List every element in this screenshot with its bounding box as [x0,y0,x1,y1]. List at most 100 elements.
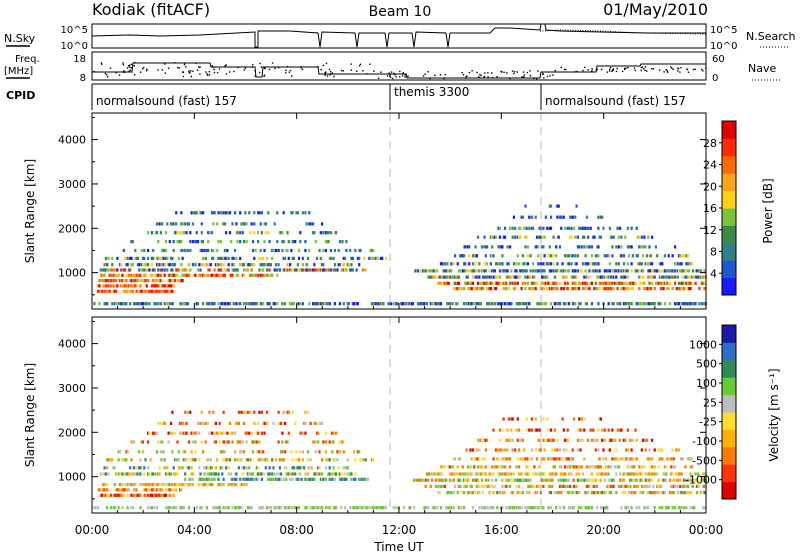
echo-cell [483,275,486,279]
echo-cell [245,483,248,487]
echo-cell [494,235,498,239]
echo-cell [556,438,559,442]
echo-cell [113,493,116,497]
echo-cell [309,421,312,425]
echo-cell [384,506,388,510]
echo-cell [558,245,562,249]
echo-cell [626,484,629,488]
echo-cell [643,465,646,469]
echo-cell [266,458,269,462]
echo-cell [640,484,643,488]
echo-cell [328,302,331,306]
echo-cell [267,231,270,235]
echo-cell [558,215,562,219]
echo-cell [337,248,340,253]
echo-cell [211,431,214,435]
echo-cell [699,269,702,273]
echo-cell [144,289,147,293]
echo-cell [132,466,136,470]
colorbar-tick-label: 28 [703,137,717,150]
echo-cell [131,289,134,293]
echo-cell [126,472,129,476]
echo-cell [466,281,469,285]
nave-point [633,67,636,69]
echo-cell [592,491,595,495]
echo-cell [648,245,651,249]
echo-cell [564,281,567,285]
echo-cell [368,256,371,260]
echo-cell [235,302,238,306]
nave-point [329,70,332,73]
echo-cell [186,483,189,487]
echo-cell [494,281,498,285]
echo-cell [342,477,345,481]
colorbar-segment [722,138,736,157]
echo-cell [166,284,169,288]
echo-cell [260,231,263,235]
echo-cell [690,302,693,306]
echo-cell [291,302,294,306]
echo-cell [194,273,197,277]
echo-cell [319,268,322,272]
echo-cell [115,493,118,497]
echo-cell [498,262,501,266]
echo-cell [570,262,573,266]
echo-cell [570,235,573,239]
echo-cell [345,268,348,272]
echo-cell [547,262,550,266]
nave-point [251,66,254,68]
nave-point [206,74,209,76]
echo-cell [173,273,177,277]
echo-cell [239,450,242,454]
echo-cell [332,268,335,272]
echo-cell [620,287,623,291]
echo-cell [149,273,152,277]
echo-cell [154,472,157,476]
echo-cell [287,472,290,476]
echo-cell [304,240,307,244]
echo-cell [675,478,678,482]
echo-cell [547,428,550,432]
echo-cell [523,226,526,230]
echo-cell [604,457,608,461]
echo-cell [552,457,555,461]
colorbar-tick-label: 20 [703,180,717,193]
echo-cell [677,269,681,273]
echo-cell [167,273,170,277]
echo-cell [263,431,266,435]
echo-cell [193,273,196,277]
echo-cell [555,269,558,273]
nave-point [237,66,239,69]
echo-cell [564,269,567,273]
echo-cell [524,204,527,208]
echo-cell [589,226,592,230]
echo-cell [633,491,636,495]
echo-cell [566,491,569,495]
echo-cell [675,302,678,306]
nave-point [600,68,603,70]
echo-cell [332,466,335,470]
echo-cell [672,478,675,482]
nave-point [288,71,291,73]
echo-cell [257,472,260,476]
echo-cell [219,240,223,244]
echo-cell [510,428,513,432]
echo-cell [179,506,182,510]
echo-cell [588,275,591,279]
echo-cell [239,231,242,235]
echo-cell [156,279,159,283]
echo-cell [648,269,651,273]
echo-cell [273,248,276,253]
echo-cell [566,438,569,442]
echo-cell [601,472,604,476]
echo-cell [676,275,679,279]
echo-cell [129,284,132,288]
echo-cell [317,268,320,272]
echo-cell [153,506,156,510]
echo-cell [480,245,484,249]
echo-cell [524,245,527,249]
echo-cell [139,289,142,293]
echo-cell [555,472,558,476]
echo-cell [139,493,142,497]
nave-point [625,67,627,69]
